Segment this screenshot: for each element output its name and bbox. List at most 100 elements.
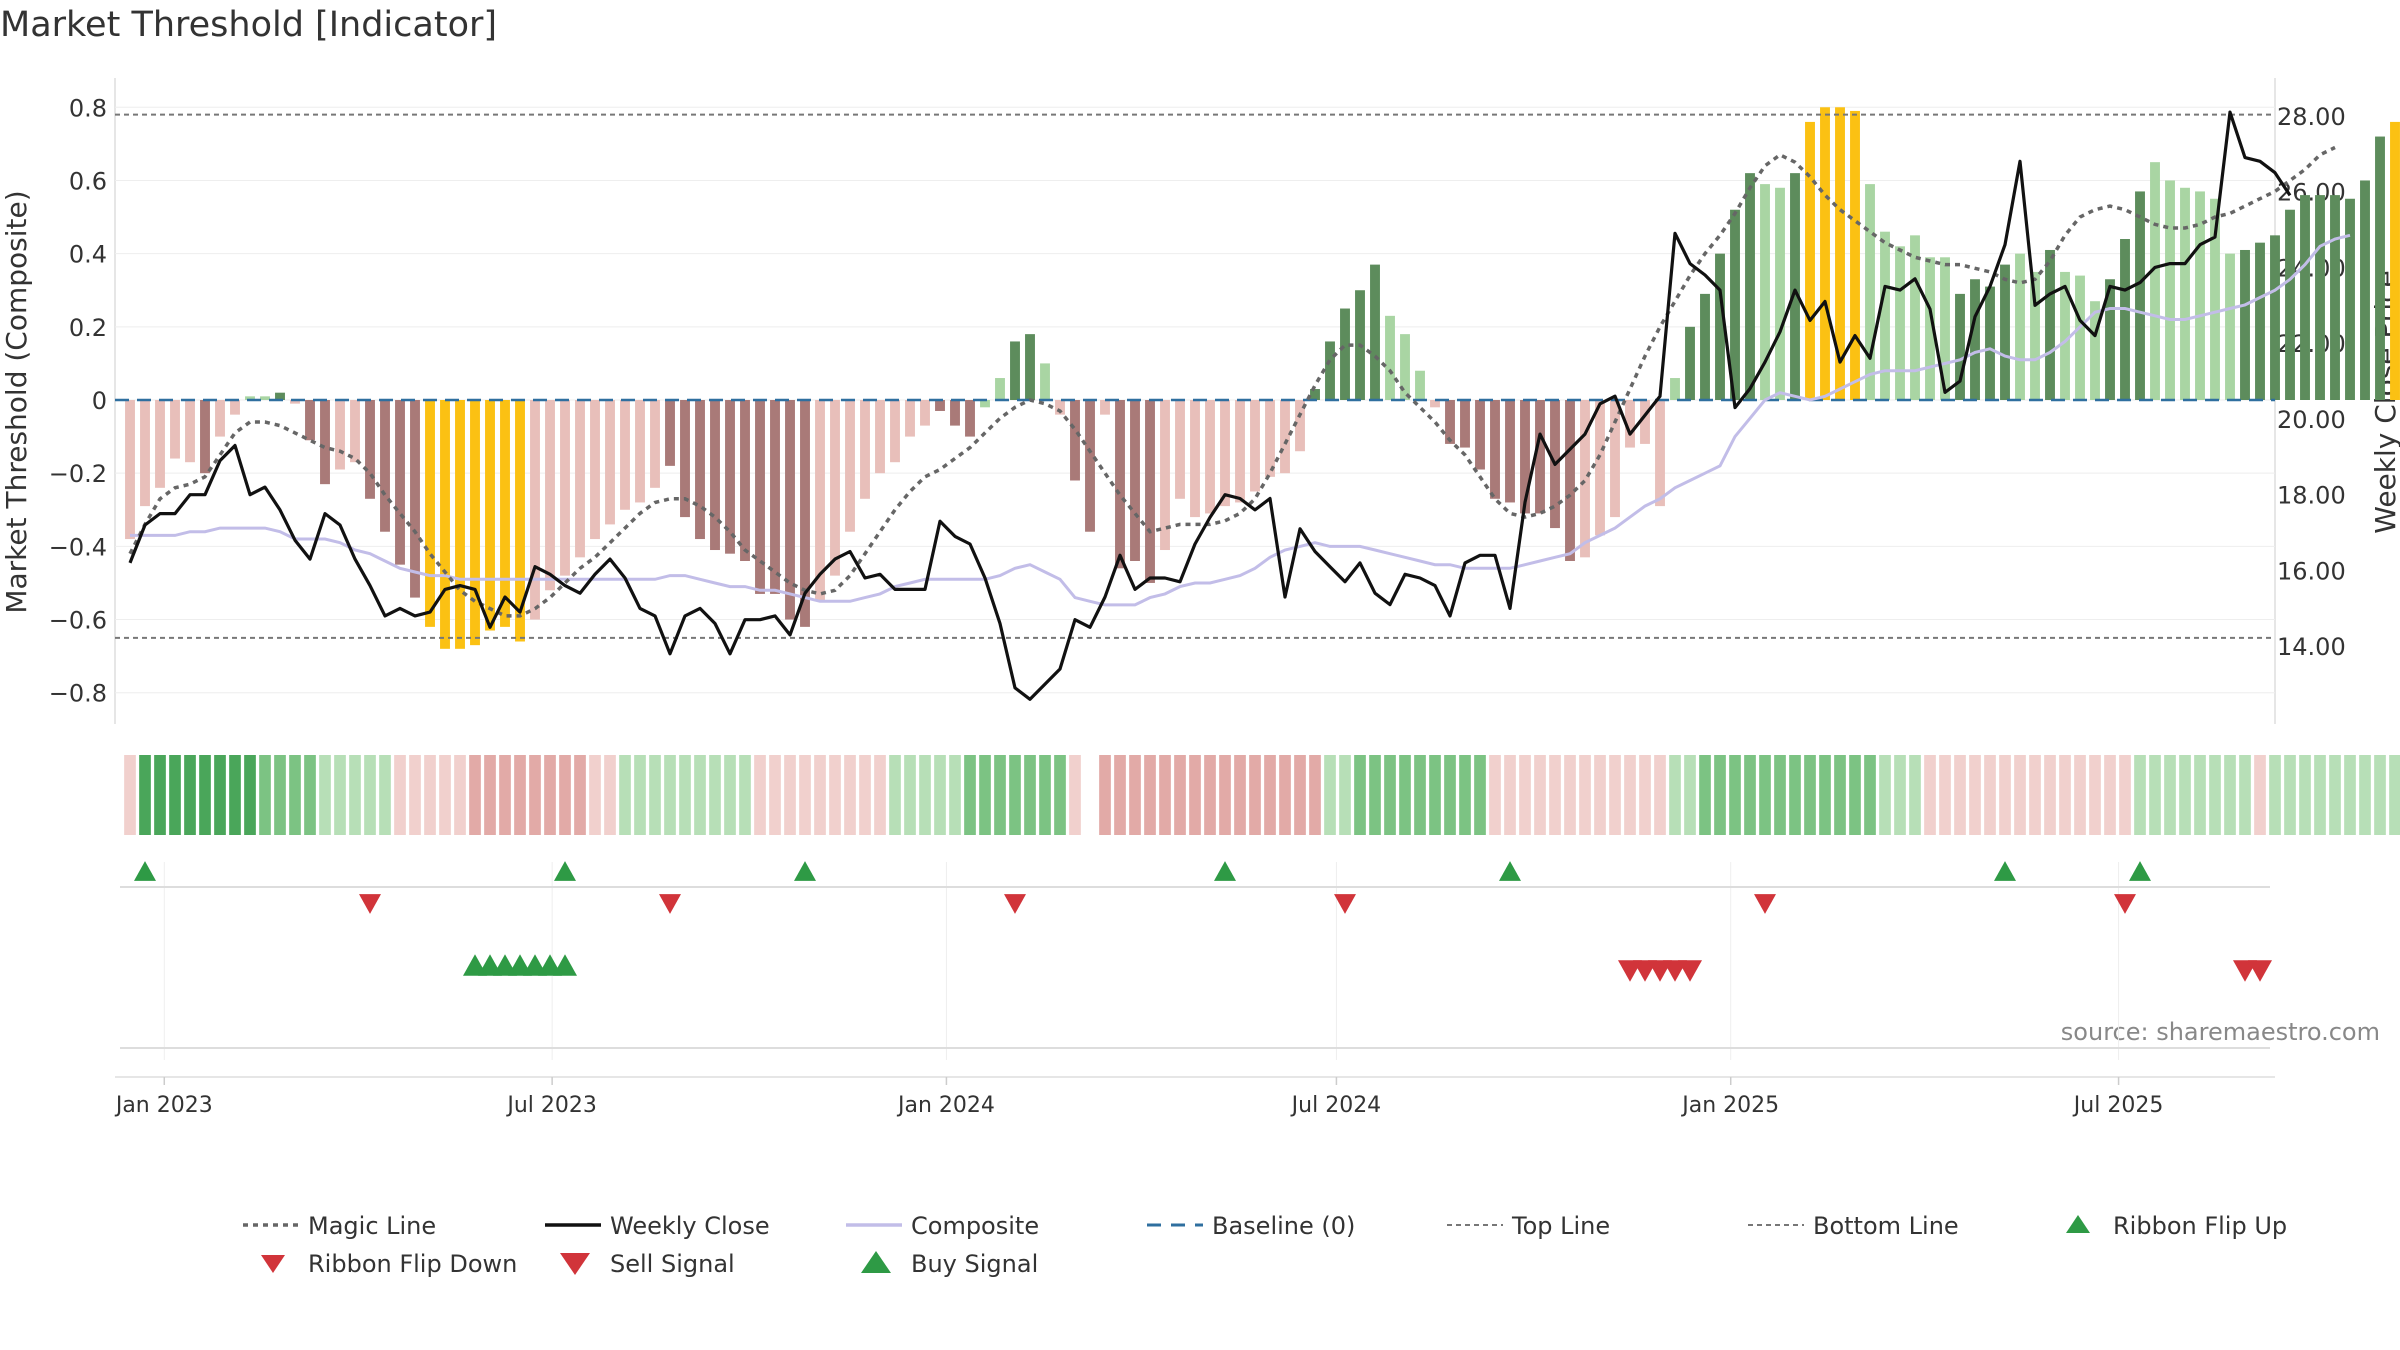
- composite-bar: [1160, 400, 1170, 551]
- ribbon-flip-down-marker: [1004, 894, 1026, 914]
- ribbon-cell: [1984, 755, 1996, 835]
- composite-bar: [845, 400, 855, 532]
- legend-item: Top Line: [1447, 1212, 1610, 1240]
- composite-bar: [485, 400, 495, 631]
- ribbon-flip-down-marker: [1754, 894, 1776, 914]
- ribbon-cell: [1324, 755, 1336, 835]
- ribbon-cell: [1579, 755, 1591, 835]
- composite-bar: [365, 400, 375, 499]
- ribbon-cell: [1024, 755, 1036, 835]
- ribbon-cell: [1009, 755, 1021, 835]
- composite-bar: [1370, 264, 1380, 400]
- ribbon-cell: [1474, 755, 1486, 835]
- composite-bar: [920, 400, 930, 426]
- ribbon-cell: [1609, 755, 1621, 835]
- ribbon-cell: [1519, 755, 1531, 835]
- ribbon-cell: [1264, 755, 1276, 835]
- composite-bar: [1235, 400, 1245, 503]
- ribbon-cell: [1774, 755, 1786, 835]
- ribbon-cell: [2224, 755, 2236, 835]
- ribbon-cell: [1174, 755, 1186, 835]
- ribbon-cell: [1249, 755, 1261, 835]
- composite-bar: [620, 400, 630, 510]
- composite-bar: [1190, 400, 1200, 518]
- composite-bar: [2135, 191, 2145, 400]
- chart-title: Market Threshold [Indicator]: [0, 5, 497, 45]
- composite-bar: [1925, 257, 1935, 400]
- ribbon-cell: [679, 755, 691, 835]
- ribbon-cell: [1339, 755, 1351, 835]
- ribbon-cell: [1054, 755, 1066, 835]
- composite-line: [130, 233, 2351, 607]
- ribbon-cell: [1219, 755, 1231, 835]
- ribbon-flip-down-marker: [659, 894, 681, 914]
- ribbon-cell: [1699, 755, 1711, 835]
- y-tick-label-left: 0.4: [69, 241, 107, 269]
- composite-bar: [395, 400, 405, 565]
- ribbon-cell: [2104, 755, 2116, 835]
- ribbon-cell: [1759, 755, 1771, 835]
- ribbon-cell: [2374, 755, 2386, 835]
- ribbon-cell: [574, 755, 586, 835]
- ribbon-cell: [1954, 755, 1966, 835]
- composite-bar: [590, 400, 600, 540]
- ribbon-cell: [2284, 755, 2296, 835]
- ribbon-cell: [1789, 755, 1801, 835]
- ribbon-cell: [979, 755, 991, 835]
- ribbon-cell: [439, 755, 451, 835]
- ribbon-cell: [2329, 755, 2341, 835]
- composite-bar: [455, 400, 465, 649]
- ribbon-cell: [2359, 755, 2371, 835]
- ribbon-cell: [409, 755, 421, 835]
- composite-bar: [2285, 209, 2295, 400]
- y-tick-label-left: −0.2: [49, 460, 107, 488]
- ribbon-cell: [1204, 755, 1216, 835]
- sell-signal-marker: [2248, 960, 2272, 982]
- ribbon-cell: [1384, 755, 1396, 835]
- composite-bar: [1400, 334, 1410, 400]
- composite-bar: [185, 400, 195, 463]
- composite-bar: [1385, 315, 1395, 400]
- composite-bar: [800, 400, 810, 627]
- ribbon-cell: [1549, 755, 1561, 835]
- ribbon-cell: [169, 755, 181, 835]
- composite-bar: [2000, 264, 2010, 400]
- ribbon-cell: [154, 755, 166, 835]
- composite-bar: [2150, 162, 2160, 400]
- y-tick-label-right: 18.00: [2277, 482, 2346, 510]
- composite-bar: [725, 400, 735, 554]
- legend-item: Buy Signal: [861, 1250, 1038, 1278]
- ribbon-cell: [2269, 755, 2281, 835]
- ribbon-flip-up-marker: [2129, 861, 2151, 881]
- ribbon-cell: [1864, 755, 1876, 835]
- signal-panel: [115, 861, 2275, 1078]
- composite-bar: [1340, 308, 1350, 400]
- y-tick-label-left: −0.4: [49, 533, 107, 561]
- ribbon-cell: [259, 755, 271, 835]
- ribbon-cell: [2389, 755, 2400, 835]
- x-axis: Jan 2023 Jul 2023 Jan 2024 Jul 2024 Jan 2025…: [114, 1077, 2163, 1118]
- ribbon-cell: [184, 755, 196, 835]
- y-tick-label-right: 28.00: [2277, 103, 2346, 131]
- composite-bar: [215, 400, 225, 437]
- composite-bar: [2045, 249, 2055, 400]
- ribbon-cell: [2344, 755, 2356, 835]
- composite-bar: [2030, 271, 2040, 400]
- composite-bar: [695, 400, 705, 540]
- legend-label: Magic Line: [308, 1212, 436, 1240]
- composite-bar: [980, 400, 990, 408]
- ribbon-cell: [1564, 755, 1576, 835]
- ribbon-cell: [1879, 755, 1891, 835]
- ribbon-cell: [694, 755, 706, 835]
- composite-bar: [1565, 400, 1575, 561]
- ribbon-cell: [289, 755, 301, 835]
- ribbon-cell: [1999, 755, 2011, 835]
- composite-bar: [245, 396, 255, 400]
- composite-bar: [1820, 107, 1830, 400]
- ribbon-cell: [844, 755, 856, 835]
- ribbon-cell: [2074, 755, 2086, 835]
- composite-bar: [320, 400, 330, 485]
- composite-bar: [1835, 107, 1845, 400]
- ribbon-cell: [1189, 755, 1201, 835]
- ribbon-cell: [544, 755, 556, 835]
